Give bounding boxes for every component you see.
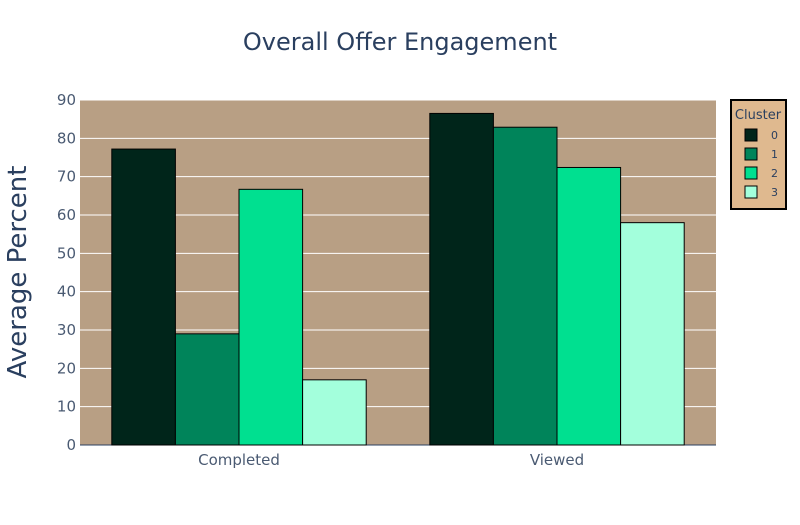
legend-label: 2 <box>771 167 778 180</box>
y-tick-label: 90 <box>57 91 76 109</box>
legend-title: Cluster <box>735 108 782 123</box>
y-tick-label: 60 <box>57 206 76 224</box>
y-tick-label: 30 <box>57 321 76 339</box>
bar-viewed-cluster-1 <box>492 126 558 446</box>
y-tick-label: 50 <box>57 244 76 262</box>
y-axis-title: Average Percent <box>3 166 33 379</box>
y-tick-label: 70 <box>57 168 76 186</box>
bar-completed-cluster-1 <box>174 333 240 446</box>
y-tick-label: 80 <box>57 129 76 147</box>
legend-label: 0 <box>771 129 778 142</box>
bar-viewed-cluster-3 <box>620 222 685 446</box>
y-tick-label: 0 <box>66 436 76 454</box>
legend-items: 0 1 2 3 <box>744 128 778 199</box>
legend-label: 3 <box>771 186 778 199</box>
legend: Cluster 0 1 2 3 <box>730 99 787 210</box>
legend-swatch <box>744 128 758 142</box>
legend-swatch <box>744 166 758 180</box>
bars <box>111 112 685 446</box>
y-tick-labels: 0 10 20 30 40 50 60 70 80 90 <box>57 91 76 454</box>
y-tick-label: 10 <box>57 398 76 416</box>
bar-completed-cluster-0 <box>111 148 176 446</box>
bar-viewed-cluster-0 <box>429 112 494 446</box>
legend-label: 1 <box>771 148 778 161</box>
legend-box <box>730 99 787 210</box>
x-tick-label: Completed <box>198 451 280 469</box>
bar-completed-cluster-3 <box>302 379 367 446</box>
bar-completed-cluster-2 <box>238 188 304 446</box>
y-tick-label: 40 <box>57 283 76 301</box>
y-tick-label: 20 <box>57 359 76 377</box>
chart-title: Overall Offer Engagement <box>243 28 557 56</box>
x-tick-label: Viewed <box>530 451 584 469</box>
x-tick-labels: Completed Viewed <box>198 451 584 469</box>
legend-swatch <box>744 185 758 199</box>
legend-swatch <box>744 147 758 161</box>
bar-viewed-cluster-2 <box>556 166 622 446</box>
